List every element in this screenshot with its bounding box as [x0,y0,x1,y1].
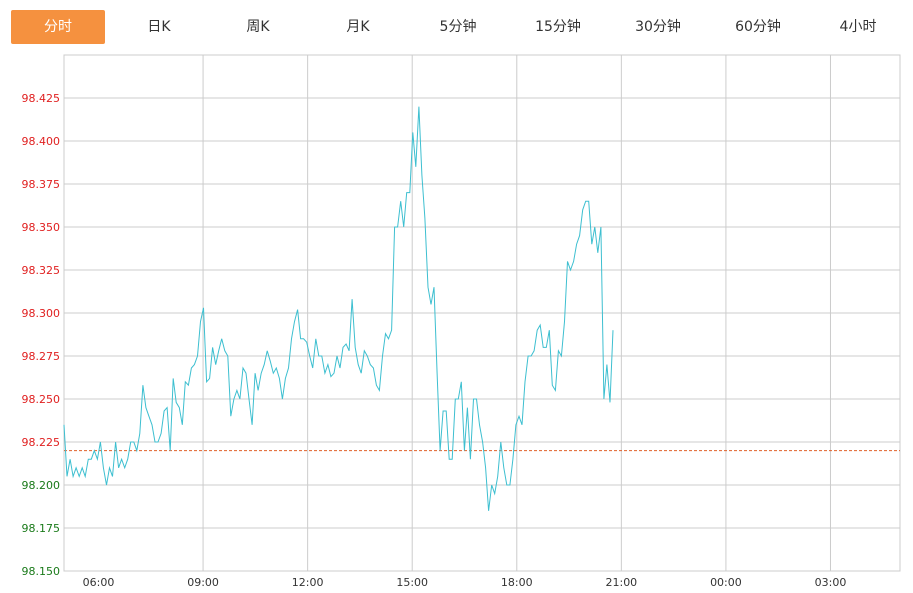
x-tick-label: 12:00 [292,576,324,589]
y-tick-label: 98.250 [22,393,61,406]
x-tick-label: 00:00 [710,576,742,589]
tab-4hour[interactable]: 4小时 [839,19,877,35]
tab-5min[interactable]: 5分钟 [439,19,477,35]
y-tick-label: 98.200 [22,479,61,492]
y-tick-label: 98.225 [22,436,61,449]
y-tick-label: 98.325 [22,264,61,277]
x-tick-label: 15:00 [396,576,428,589]
tab-30min[interactable]: 30分钟 [635,19,681,35]
tab-monthly-k[interactable]: 月K [346,19,370,35]
price-line [63,106,614,511]
tab-intraday[interactable]: 分时 [11,10,105,44]
x-tick-label: 18:00 [501,576,533,589]
y-tick-label: 98.150 [22,565,61,578]
x-tick-label: 09:00 [187,576,219,589]
tab-15min[interactable]: 15分钟 [535,19,581,35]
tab-weekly-k[interactable]: 周K [246,19,270,35]
x-tick-label: 06:00 [83,576,115,589]
y-tick-label: 98.425 [22,92,61,105]
y-tick-label: 98.175 [22,522,61,535]
x-tick-label: 21:00 [605,576,637,589]
y-tick-label: 98.300 [22,307,61,320]
y-tick-label: 98.275 [22,350,61,363]
x-tick-label: 03:00 [815,576,847,589]
y-tick-label: 98.350 [22,221,61,234]
y-tick-label: 98.375 [22,178,61,191]
y-tick-label: 98.400 [22,135,61,148]
tab-60min[interactable]: 60分钟 [735,19,781,35]
tab-daily-k[interactable]: 日K [147,19,171,35]
period-tabs: 分时 日K 周K 月K 5分钟 15分钟 30分钟 60分钟 4小时 [0,0,913,50]
